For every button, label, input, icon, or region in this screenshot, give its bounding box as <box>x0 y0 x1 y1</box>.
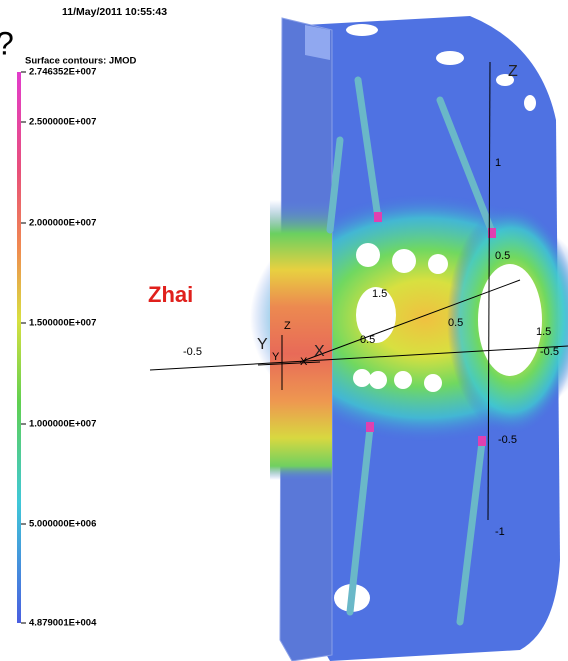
legend-label: 1.000000E+007 <box>29 419 96 430</box>
stress-band <box>270 200 332 480</box>
rod-tip <box>478 436 486 446</box>
axis-tick-label: -0.5 <box>183 346 202 358</box>
legend-label: 5.000000E+006 <box>29 519 96 530</box>
legend-label: 2.746352E+007 <box>29 67 96 78</box>
hole <box>369 371 387 389</box>
legend-label: 1.500000E+007 <box>29 318 96 329</box>
axis-tick-label: -1 <box>495 526 505 538</box>
hole <box>428 254 448 274</box>
hole <box>478 264 542 376</box>
legend-label: 2.500000E+007 <box>29 117 96 128</box>
axis-tick-label: 1.5 <box>536 326 551 338</box>
hole <box>353 369 371 387</box>
axis-name: Z <box>284 320 291 332</box>
hole <box>356 243 380 267</box>
axis-name: X <box>314 343 325 360</box>
page: Surface contours JMOD html, body { margi… <box>0 0 568 661</box>
axis-tick-label: 0.5 <box>495 250 510 262</box>
axis-name: Y <box>272 351 280 363</box>
legend-ticks <box>21 72 26 623</box>
axis-name: Z <box>508 63 518 80</box>
rod-tip <box>374 212 382 222</box>
rod-tip <box>366 422 374 432</box>
axis-tick-label: 1.5 <box>372 288 387 300</box>
axis-tick-label: -0.5 <box>498 434 517 446</box>
model <box>250 16 568 661</box>
hole <box>424 374 442 392</box>
hole <box>346 24 378 36</box>
hole <box>524 95 536 111</box>
hole <box>392 249 416 273</box>
legend-label: 2.000000E+007 <box>29 218 96 229</box>
hole <box>394 371 412 389</box>
legend-title: Surface contours: JMOD <box>25 56 137 67</box>
timestamp: 11/May/2011 10:55:43 <box>62 6 167 18</box>
color-bar <box>17 72 21 623</box>
legend-label: 4.879001E+004 <box>29 618 97 629</box>
screenshot: ? 11/May/2011 10:55:43 Surface contours:… <box>0 0 568 661</box>
partial-text: ? <box>0 25 14 61</box>
body: {"header": {"partial_text": "?", "timest… <box>0 0 568 661</box>
axis-name: Y <box>257 336 268 353</box>
axis-tick-label: 1 <box>495 157 501 169</box>
axis-name: X <box>300 356 308 368</box>
flange-edge <box>305 25 330 60</box>
annotation: Zhai <box>148 282 193 307</box>
axis-tick-label: -0.5 <box>540 346 559 358</box>
axis-tick-label: 0.5 <box>448 317 463 329</box>
hole <box>436 51 464 65</box>
axis-tick-label: 0.5 <box>360 334 375 346</box>
